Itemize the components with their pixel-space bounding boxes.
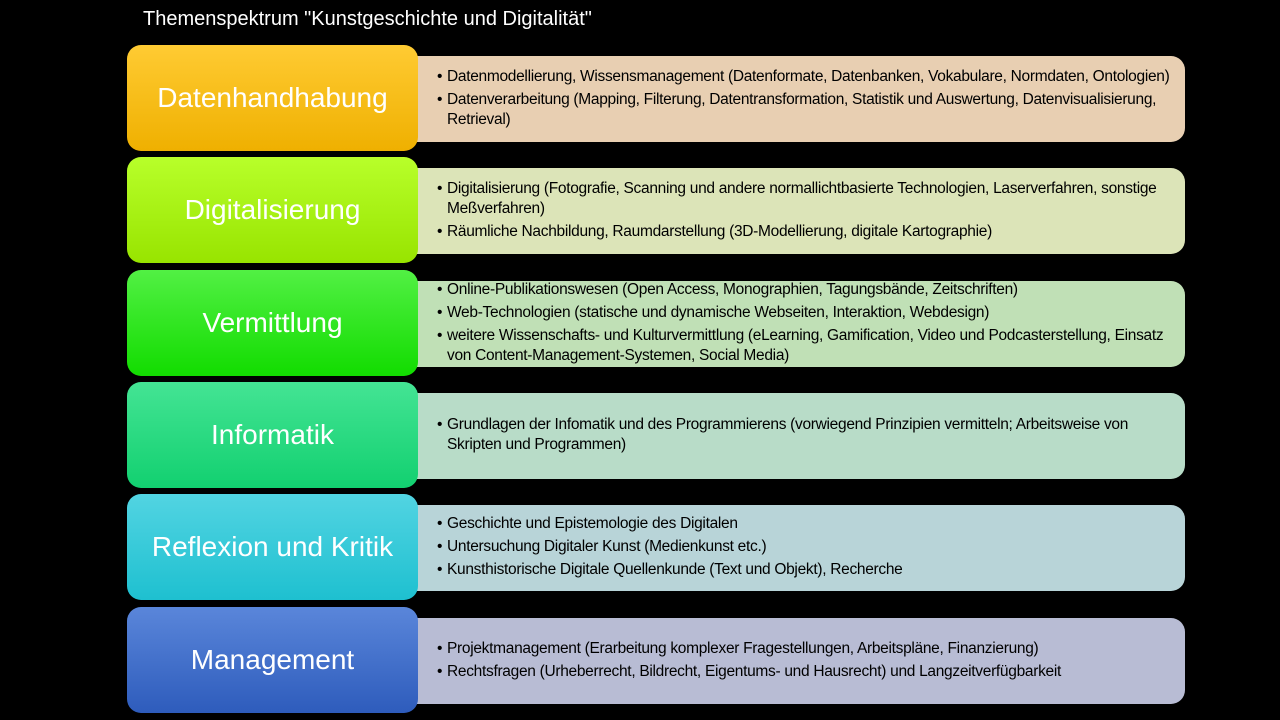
category-row: Digitalisierung (Fotografie, Scanning un… bbox=[127, 157, 1187, 263]
bullet-list: Grundlagen der Infomatik und des Program… bbox=[437, 414, 1185, 458]
bullet-list: Datenmodellierung, Wissensmanagement (Da… bbox=[437, 66, 1185, 133]
bullet-item: Geschichte und Epistemologie des Digital… bbox=[437, 514, 1185, 534]
category-details: Digitalisierung (Fotografie, Scanning un… bbox=[407, 168, 1185, 254]
category-row: Online-Publikationswesen (Open Access, M… bbox=[127, 270, 1187, 376]
category-label: Datenhandhabung bbox=[127, 45, 418, 151]
category-row: Projektmanagement (Erarbeitung komplexer… bbox=[127, 607, 1187, 713]
bullet-item: Rechtsfragen (Urheberrecht, Bildrecht, E… bbox=[437, 662, 1185, 682]
bullet-item: Grundlagen der Infomatik und des Program… bbox=[437, 415, 1185, 455]
category-row: Datenmodellierung, Wissensmanagement (Da… bbox=[127, 45, 1187, 151]
category-label: Management bbox=[127, 607, 418, 713]
slide-title: Themenspektrum "Kunstgeschichte und Digi… bbox=[143, 8, 592, 30]
bullet-item: weitere Wissenschafts- und Kulturvermitt… bbox=[437, 326, 1185, 366]
bullet-item: Datenverarbeitung (Mapping, Filterung, D… bbox=[437, 90, 1185, 130]
bullet-list: Geschichte und Epistemologie des Digital… bbox=[437, 513, 1185, 583]
category-details: Grundlagen der Infomatik und des Program… bbox=[407, 393, 1185, 479]
category-label: Digitalisierung bbox=[127, 157, 418, 263]
bullet-item: Projektmanagement (Erarbeitung komplexer… bbox=[437, 639, 1185, 659]
category-row: Geschichte und Epistemologie des Digital… bbox=[127, 494, 1187, 600]
category-label: Informatik bbox=[127, 382, 418, 488]
category-row: Grundlagen der Infomatik und des Program… bbox=[127, 382, 1187, 488]
bullet-list: Projektmanagement (Erarbeitung komplexer… bbox=[437, 638, 1185, 685]
bullet-list: Digitalisierung (Fotografie, Scanning un… bbox=[437, 178, 1185, 245]
category-details: Online-Publikationswesen (Open Access, M… bbox=[407, 279, 1185, 369]
category-details: Geschichte und Epistemologie des Digital… bbox=[407, 505, 1185, 591]
category-label: Reflexion und Kritik bbox=[127, 494, 418, 600]
bullet-item: Online-Publikationswesen (Open Access, M… bbox=[437, 280, 1185, 300]
category-label: Vermittlung bbox=[127, 270, 418, 376]
bullet-list: Online-Publikationswesen (Open Access, M… bbox=[437, 279, 1185, 369]
bullet-item: Kunsthistorische Digitale Quellenkunde (… bbox=[437, 560, 1185, 580]
bullet-item: Untersuchung Digitaler Kunst (Medienkuns… bbox=[437, 537, 1185, 557]
bullet-item: Datenmodellierung, Wissensmanagement (Da… bbox=[437, 67, 1185, 87]
bullet-item: Web-Technologien (statische und dynamisc… bbox=[437, 303, 1185, 323]
bullet-item: Räumliche Nachbildung, Raumdarstellung (… bbox=[437, 222, 1185, 242]
bullet-item: Digitalisierung (Fotografie, Scanning un… bbox=[437, 179, 1185, 219]
category-details: Datenmodellierung, Wissensmanagement (Da… bbox=[407, 56, 1185, 142]
category-details: Projektmanagement (Erarbeitung komplexer… bbox=[407, 618, 1185, 704]
